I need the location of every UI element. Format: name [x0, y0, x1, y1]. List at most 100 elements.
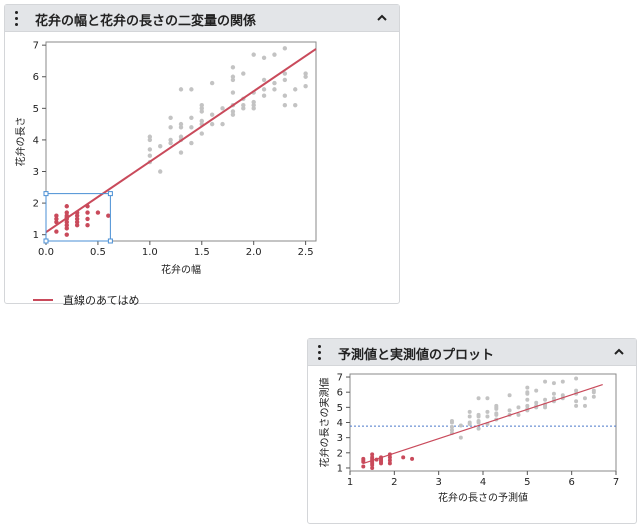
unselected-point: [241, 106, 246, 111]
unselected-point: [251, 52, 256, 57]
bivariate-scatter-plot[interactable]: 0.0 0.5 1.0 1.5 2.0 2.5 1 2 3 4 5 6 7 花弁の幅 花弁の長さ: [5, 5, 401, 285]
unselected-point: [251, 106, 256, 111]
unselected-point: [209, 112, 215, 117]
y-tick-label: 6: [33, 72, 39, 83]
unselected-point: [251, 102, 256, 108]
chevron-up-icon[interactable]: [375, 11, 389, 25]
actual-predicted-panel-header[interactable]: 予測値と実測値のプロット: [308, 339, 636, 366]
unselected-point: [178, 150, 184, 155]
x-tick-label: 0.0: [38, 247, 54, 258]
fit-line: [363, 384, 603, 464]
unselected-point: [449, 428, 454, 433]
unselected-point: [525, 385, 530, 390]
x-tick-label: 1.0: [142, 247, 158, 258]
fit-line-legend-swatch: [33, 299, 53, 301]
unselected-point: [516, 405, 521, 410]
unselected-point: [158, 169, 163, 174]
unselected-point: [272, 87, 277, 92]
unselected-point: [189, 125, 194, 130]
selected-point: [387, 461, 392, 466]
unselected-point: [241, 71, 246, 76]
unselected-point: [551, 381, 556, 386]
unselected-point: [199, 109, 204, 114]
selected-point: [85, 216, 90, 222]
unselected-point: [168, 140, 173, 146]
bivariate-panel-header[interactable]: 花弁の幅と花弁の長さの二変量の関係: [5, 5, 399, 32]
x-tick-label: 5: [524, 477, 530, 488]
unselected-point: [516, 412, 521, 417]
actual-predicted-panel-title: 予測値と実測値のプロット: [338, 348, 495, 363]
unselected-point: [476, 396, 481, 401]
y-tick-label: 5: [33, 104, 39, 115]
unselected-point: [147, 147, 153, 152]
unselected-point: [591, 390, 596, 395]
unselected-point: [449, 425, 454, 430]
vertical-ellipsis-icon[interactable]: [316, 343, 324, 361]
selected-point: [387, 458, 392, 463]
bivariate-panel: 花弁の幅と花弁の長さの二変量の関係 0.0 0.5 1.0 1.5 2.0 2.5 1 2 3 4…: [4, 4, 401, 307]
x-axis-title: 花弁の幅: [161, 263, 201, 276]
selection-handle: [107, 191, 113, 197]
unselected-point: [199, 106, 204, 111]
unselected-point: [534, 388, 539, 393]
selected-point: [54, 213, 59, 218]
chevron-up-icon[interactable]: [612, 345, 626, 359]
unselected-point: [147, 134, 153, 139]
selected-point: [74, 219, 80, 225]
unselected-point: [158, 144, 163, 149]
unselected-point: [467, 414, 472, 419]
y-tick-label: 3: [337, 433, 343, 444]
unselected-point: [458, 423, 463, 428]
unselected-point: [230, 77, 236, 83]
unselected-point: [525, 403, 530, 408]
unselected-point: [574, 388, 579, 393]
unselected-point: [168, 137, 173, 143]
selected-point: [106, 213, 111, 218]
selection-handle: [43, 238, 49, 244]
unselected-point: [476, 418, 481, 423]
unselected-point: [189, 87, 194, 92]
vertical-ellipsis-icon[interactable]: [13, 9, 21, 27]
x-tick-label: 2.5: [298, 247, 314, 258]
unselected-point: [525, 391, 530, 396]
x-tick-label: 6: [568, 477, 574, 488]
x-tick-label: 7: [613, 477, 619, 488]
unselected-point: [282, 46, 288, 51]
y-tick-label: 4: [33, 135, 39, 146]
unselected-point: [209, 80, 215, 86]
unselected-point: [507, 393, 512, 398]
unselected-point: [147, 153, 153, 158]
unselected-point: [467, 409, 472, 414]
unselected-point: [551, 396, 556, 401]
selected-point: [54, 229, 59, 234]
selected-point: [95, 210, 101, 215]
actual-by-predicted-plot[interactable]: 1 2 3 4 5 6 7 1 2 3 4 5 6 7 花弁の長さの予測値 花弁の長さの実測値: [308, 339, 638, 525]
unselected-point: [534, 400, 539, 405]
unselected-point: [282, 71, 288, 76]
unselected-point: [485, 409, 490, 414]
unselected-point: [494, 403, 499, 408]
unselected-point: [147, 137, 153, 143]
y-tick-label: 6: [337, 388, 343, 399]
unselected-point: [272, 52, 277, 57]
unselected-point: [449, 418, 454, 423]
unselected-point: [282, 102, 288, 108]
unselected-point: [582, 403, 587, 408]
unselected-point: [230, 112, 236, 117]
selected-point: [64, 226, 69, 231]
selected-point: [74, 213, 80, 218]
unselected-point: [485, 414, 490, 419]
unselected-point: [525, 397, 530, 402]
selected-point: [64, 204, 69, 209]
unselected-point: [189, 140, 194, 146]
y-tick-label: 2: [33, 199, 39, 210]
plot-frame: [349, 373, 617, 472]
unselected-point: [551, 391, 556, 396]
unselected-point: [543, 379, 548, 384]
fit-line-legend-label: 直線のあてはめ: [63, 294, 140, 307]
unselected-point: [507, 408, 512, 413]
selected-point: [370, 465, 375, 470]
selected-point: [379, 461, 384, 466]
y-axis-title: 花弁の長さ: [14, 117, 27, 167]
unselected-point: [199, 131, 204, 136]
